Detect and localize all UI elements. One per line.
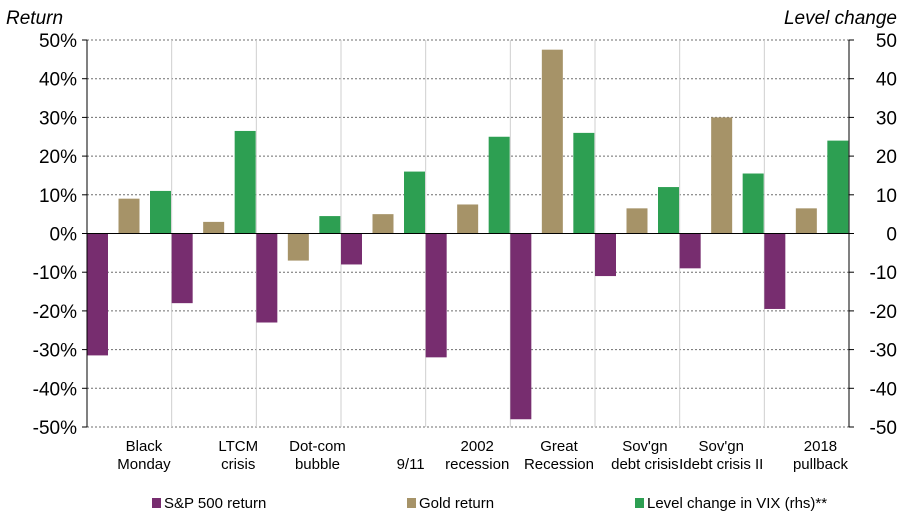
category-label: LTCM crisis bbox=[218, 438, 258, 473]
left-tick-labels: 50% 40% 30% 20% 10% 0% -10% -20% -30% -40% -50% bbox=[33, 31, 77, 439]
bar-sp bbox=[425, 233, 447, 358]
bar-gold bbox=[118, 198, 140, 234]
bar-gold bbox=[287, 233, 309, 261]
bar-level bbox=[742, 173, 764, 234]
category-label: 2002 recession bbox=[445, 438, 509, 473]
left-tick-label: -30% bbox=[33, 341, 77, 362]
left-tick-label: 20% bbox=[39, 147, 77, 168]
bar-gold bbox=[457, 204, 479, 234]
category-label: Great Recession bbox=[524, 438, 594, 473]
bar-sp bbox=[679, 233, 701, 269]
left-tick-label: -40% bbox=[33, 379, 77, 400]
category-label: Sov'gn debt crisis bbox=[611, 438, 679, 473]
category-label: 2018 pullback bbox=[793, 438, 849, 473]
left-tick-label: 40% bbox=[39, 70, 77, 91]
legend-swatch bbox=[407, 498, 416, 508]
bar-sp bbox=[764, 233, 786, 309]
category-label: Dot-com bubble bbox=[289, 438, 346, 473]
legend-label: S&P 500 return bbox=[164, 495, 266, 512]
right-tick-label: 50 bbox=[876, 31, 897, 52]
left-tick-label: 10% bbox=[39, 186, 77, 207]
left-tick-label: -20% bbox=[33, 302, 77, 323]
right-tick-label: -30 bbox=[870, 341, 897, 362]
right-tick-label: -20 bbox=[870, 302, 897, 323]
right-tick-label: -50 bbox=[870, 418, 897, 439]
bar-level bbox=[319, 216, 341, 234]
bar-gold bbox=[541, 49, 563, 234]
category-label: Sov'gn Idebt crisis II bbox=[679, 438, 763, 473]
bar-level bbox=[150, 190, 171, 234]
right-tick-label: 30 bbox=[876, 108, 897, 129]
legend-swatch bbox=[635, 498, 644, 508]
legend-swatch bbox=[152, 498, 161, 508]
right-tick-label: -10 bbox=[870, 263, 897, 284]
bar-sp bbox=[87, 233, 108, 356]
bar-sp bbox=[595, 233, 616, 277]
bar-gold bbox=[626, 208, 648, 234]
right-tick-label: -40 bbox=[870, 379, 897, 400]
left-tick-label: 30% bbox=[39, 108, 77, 129]
left-tick-label: -50% bbox=[33, 418, 77, 439]
bar-level bbox=[488, 136, 510, 234]
left-axis-title: Return bbox=[6, 8, 63, 29]
category-label: 9/11 bbox=[397, 456, 425, 473]
bar-gold bbox=[795, 208, 817, 234]
right-tick-label: 10 bbox=[876, 186, 897, 207]
gridlines bbox=[87, 39, 849, 428]
category-labels: Black Monday LTCM crisis Dot-com bubble 9/11 20… bbox=[117, 438, 848, 473]
legend-label: Gold return bbox=[419, 495, 494, 512]
legend-label: Level change in VIX (rhs)** bbox=[647, 495, 827, 512]
right-tick-label: 0 bbox=[886, 225, 897, 246]
bar-gold bbox=[711, 117, 733, 234]
right-tick-label: 20 bbox=[876, 147, 897, 168]
bar-level bbox=[827, 140, 849, 234]
legend: S&P 500 return Gold return Level change in… bbox=[152, 495, 827, 512]
bar-level bbox=[234, 130, 256, 234]
bar-level bbox=[573, 132, 595, 234]
bar-sp bbox=[510, 233, 532, 420]
right-tick-label: 40 bbox=[876, 70, 897, 91]
right-tick-labels: 50 40 30 20 10 0 -10 -20 -30 -40 -50 bbox=[870, 31, 897, 439]
bar-level bbox=[658, 187, 679, 234]
category-label: Black Monday bbox=[117, 438, 171, 473]
right-axis-title: Level change bbox=[784, 8, 897, 29]
bar-gold bbox=[372, 214, 394, 234]
bar-sp bbox=[341, 233, 362, 265]
left-tick-label: 50% bbox=[39, 31, 77, 52]
bar-sp bbox=[171, 233, 193, 304]
bar-gold bbox=[203, 221, 225, 234]
bar-sp bbox=[256, 233, 278, 323]
left-tick-label: -10% bbox=[33, 263, 77, 284]
bar-level bbox=[404, 171, 425, 234]
left-tick-label: 0% bbox=[50, 225, 78, 246]
bars bbox=[87, 49, 849, 420]
axes bbox=[82, 39, 854, 428]
